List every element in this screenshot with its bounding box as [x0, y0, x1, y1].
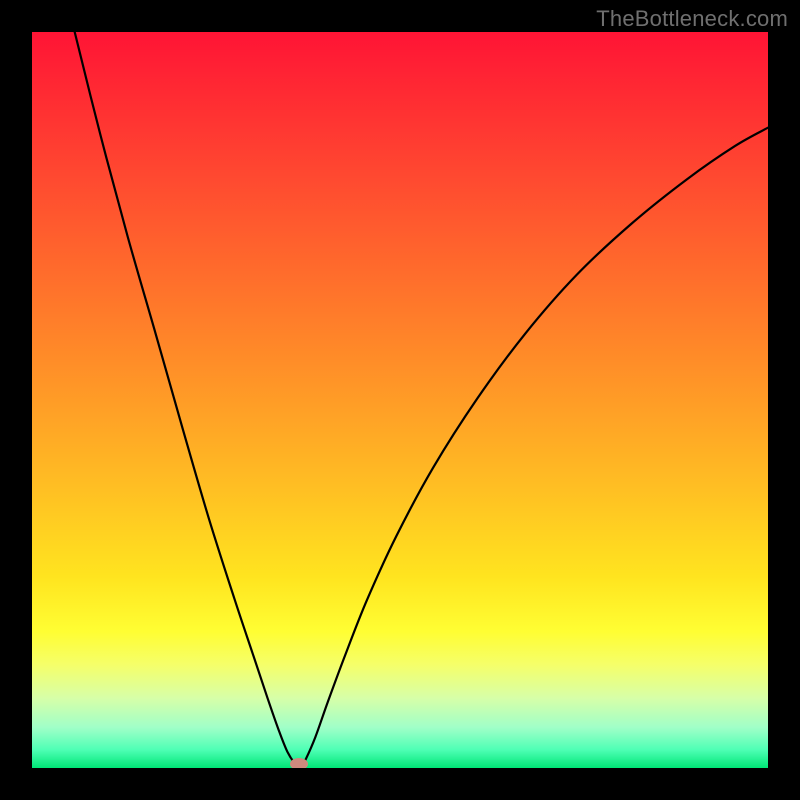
bottleneck-curve — [32, 32, 768, 768]
watermark-text: TheBottleneck.com — [596, 6, 788, 32]
chart-plot-area — [32, 32, 768, 768]
optimal-point-marker — [290, 758, 308, 768]
